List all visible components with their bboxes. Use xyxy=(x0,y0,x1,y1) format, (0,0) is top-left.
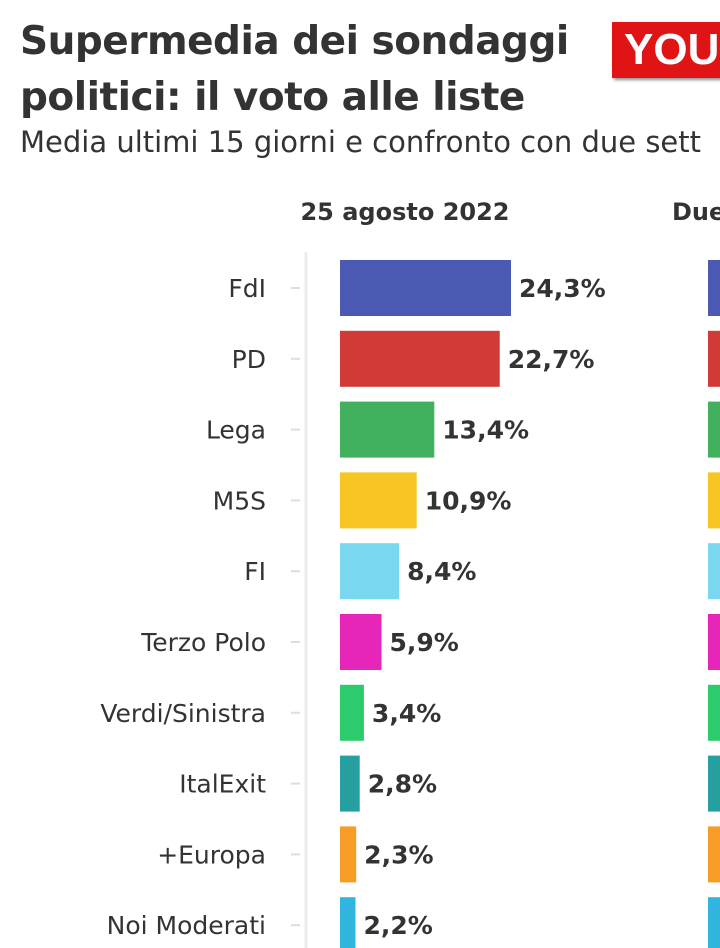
chart-subtitle: Media ultimi 15 giorni e confronto con d… xyxy=(20,125,702,159)
value-label: 3,4% xyxy=(372,699,441,728)
comparison-bar xyxy=(708,543,720,600)
comparison-bar xyxy=(708,330,720,387)
category-label: Lega xyxy=(206,416,266,445)
value-label: 2,3% xyxy=(364,840,433,869)
column-header-current: 25 agosto 2022 xyxy=(300,198,509,226)
value-label: 5,9% xyxy=(390,628,459,657)
comparison-bar xyxy=(708,401,720,458)
value-label: 24,3% xyxy=(519,274,606,303)
value-label: 2,8% xyxy=(368,770,437,799)
category-label: M5S xyxy=(213,486,266,515)
comparison-bar xyxy=(708,472,720,529)
chart-title: Supermedia dei sondaggi politici: il vot… xyxy=(20,19,569,120)
category-label: ItalExit xyxy=(179,770,266,799)
bar xyxy=(340,401,435,458)
bar xyxy=(340,260,511,316)
category-label: Verdi/Sinistra xyxy=(100,699,266,728)
comparison-bar xyxy=(708,260,720,316)
bar xyxy=(340,472,417,529)
brand-logo: YOU xyxy=(612,22,720,78)
column-header-comparison: Due xyxy=(672,198,720,226)
category-label: Terzo Polo xyxy=(140,628,266,657)
value-label: 8,4% xyxy=(407,557,476,586)
value-label: 10,9% xyxy=(425,486,512,515)
bar xyxy=(340,826,357,883)
comparison-bar xyxy=(708,614,720,670)
category-label: Noi Moderati xyxy=(107,911,266,940)
value-label: 13,4% xyxy=(442,416,529,445)
bar xyxy=(340,684,364,741)
comparison-bar xyxy=(708,897,720,948)
comparison-bar xyxy=(708,826,720,883)
category-label: FI xyxy=(244,557,266,586)
bar xyxy=(340,330,500,387)
category-label: +Europa xyxy=(157,840,266,869)
comparison-bar xyxy=(708,755,720,812)
bar xyxy=(340,614,382,670)
value-label: 22,7% xyxy=(508,345,595,374)
comparison-bar xyxy=(708,684,720,741)
bar xyxy=(340,897,356,948)
category-label: PD xyxy=(232,345,266,374)
bar xyxy=(340,755,360,812)
category-label: FdI xyxy=(228,274,266,303)
bar xyxy=(340,543,400,600)
value-label: 2,2% xyxy=(363,911,432,940)
